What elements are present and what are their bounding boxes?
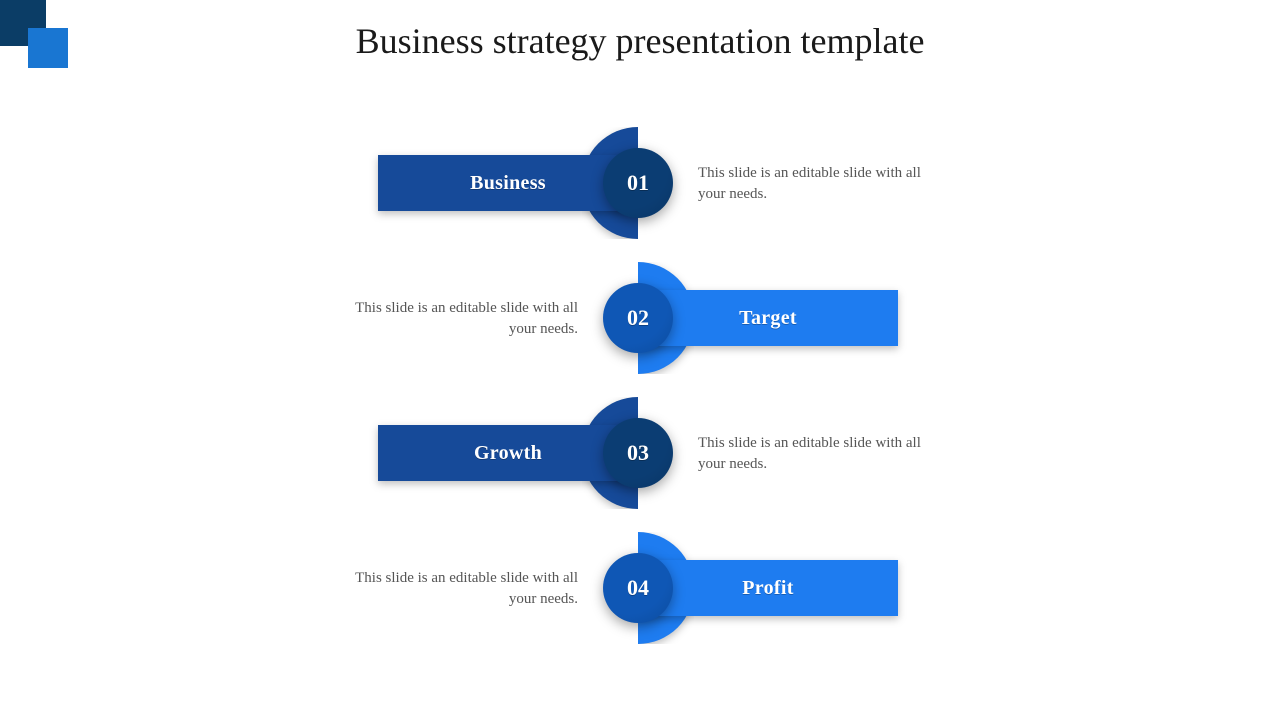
step-description: This slide is an editable slide with all… <box>338 298 578 340</box>
step-row-01: Business 01 This slide is an editable slid… <box>0 115 1280 250</box>
step-bar: Profit <box>638 560 898 616</box>
step-number-circle: 04 <box>603 553 673 623</box>
step-number: 01 <box>627 170 649 196</box>
slide-title: Business strategy presentation template <box>0 20 1280 62</box>
step-number-circle: 03 <box>603 418 673 488</box>
step-row-04: Profit 04 This slide is an editable slide … <box>0 520 1280 655</box>
step-label: Growth <box>474 442 542 464</box>
step-description: This slide is an editable slide with all… <box>338 568 578 610</box>
step-bar: Target <box>638 290 898 346</box>
step-bar: Growth <box>378 425 638 481</box>
step-number-circle: 01 <box>603 148 673 218</box>
step-description: This slide is an editable slide with all… <box>698 163 938 205</box>
step-row-03: Growth 03 This slide is an editable slide … <box>0 385 1280 520</box>
step-number: 02 <box>627 305 649 331</box>
step-description: This slide is an editable slide with all… <box>698 433 938 475</box>
step-label: Business <box>470 172 546 194</box>
step-label: Target <box>739 307 797 329</box>
step-bar: Business <box>378 155 638 211</box>
slide-canvas: Business strategy presentation template … <box>0 0 1280 720</box>
step-row-02: Target 02 This slide is an editable slide … <box>0 250 1280 385</box>
step-number-circle: 02 <box>603 283 673 353</box>
step-label: Profit <box>742 577 793 599</box>
step-number: 04 <box>627 575 649 601</box>
step-number: 03 <box>627 440 649 466</box>
